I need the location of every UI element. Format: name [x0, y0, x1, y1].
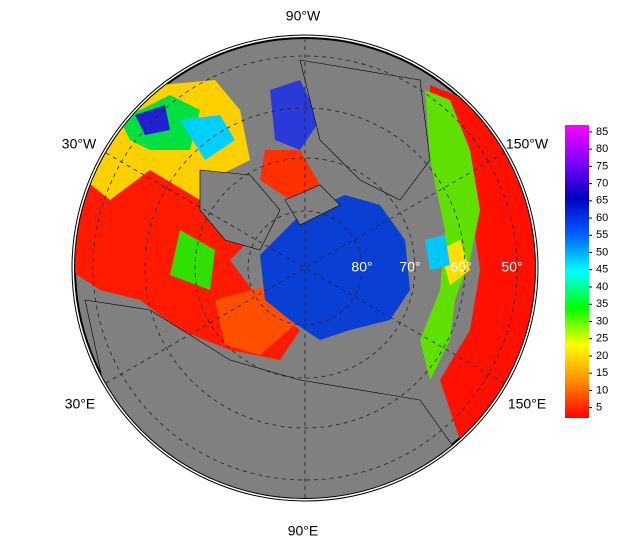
field-patch: [425, 235, 450, 270]
colorbar-tick-label: 10: [596, 384, 608, 396]
colorbar-tick-label: 40: [596, 281, 608, 293]
map-field: [75, 38, 535, 498]
lat-label: 70°: [399, 259, 420, 275]
lat-label: 60°: [450, 259, 471, 275]
longitude-labels: 90°W 30°W 150°W 30°E 150°E 90°E: [62, 8, 549, 539]
field-patch: [420, 90, 480, 380]
map-outer-ring: [71, 34, 539, 502]
lon-label: 30°E: [65, 396, 96, 412]
colorbar-tick-label: 30: [596, 315, 608, 327]
latitude-circle: [194, 157, 416, 379]
field-patch: [260, 150, 320, 200]
greenland: [199, 169, 281, 251]
lat-label: 50°: [501, 259, 522, 275]
north-america: [299, 59, 431, 201]
colorbar-tick-label: 35: [596, 298, 608, 310]
colorbar-tick-label: 25: [596, 333, 608, 345]
colorbar: 5 10 15 20 25 30 35 40 45 50 55 60 65 70 75 80 85: [565, 125, 608, 418]
colorbar-tick-label: 65: [596, 195, 608, 207]
colorbar-scale: [565, 125, 589, 418]
colorbar-tick-label: 55: [596, 229, 608, 241]
colorbar-tick-label: 45: [596, 264, 608, 276]
colorbar-tick-label: 5: [596, 402, 602, 414]
colorbar-tick-label: 80: [596, 143, 608, 155]
latitude-circle: [144, 107, 466, 429]
field-patch: [270, 80, 320, 150]
colorbar-tick-label: 60: [596, 212, 608, 224]
latitude-circle: [247, 210, 363, 326]
field-patch: [170, 230, 215, 290]
colorbar-tick-label: 20: [596, 350, 608, 362]
colorbar-tick-label: 50: [596, 246, 608, 258]
lon-label: 150°W: [506, 136, 549, 152]
colorbar-tick-label: 70: [596, 178, 608, 190]
latitude-circle: [92, 55, 518, 481]
colorbar-tick-label: 75: [596, 160, 608, 172]
lon-label: 30°W: [62, 136, 97, 152]
field-patch: [180, 115, 235, 160]
archipelago: [284, 184, 341, 226]
lon-label: 150°E: [508, 396, 546, 412]
lon-label: 90°E: [288, 523, 319, 539]
latitude-labels: 80° 70° 60° 50°: [351, 259, 522, 275]
lon-label: 90°W: [286, 8, 321, 24]
colorbar-tick-label: 85: [596, 126, 608, 138]
arctic-ocean: [260, 195, 410, 340]
lat-label: 80°: [351, 259, 372, 275]
colorbar-tick-label: 15: [596, 367, 608, 379]
